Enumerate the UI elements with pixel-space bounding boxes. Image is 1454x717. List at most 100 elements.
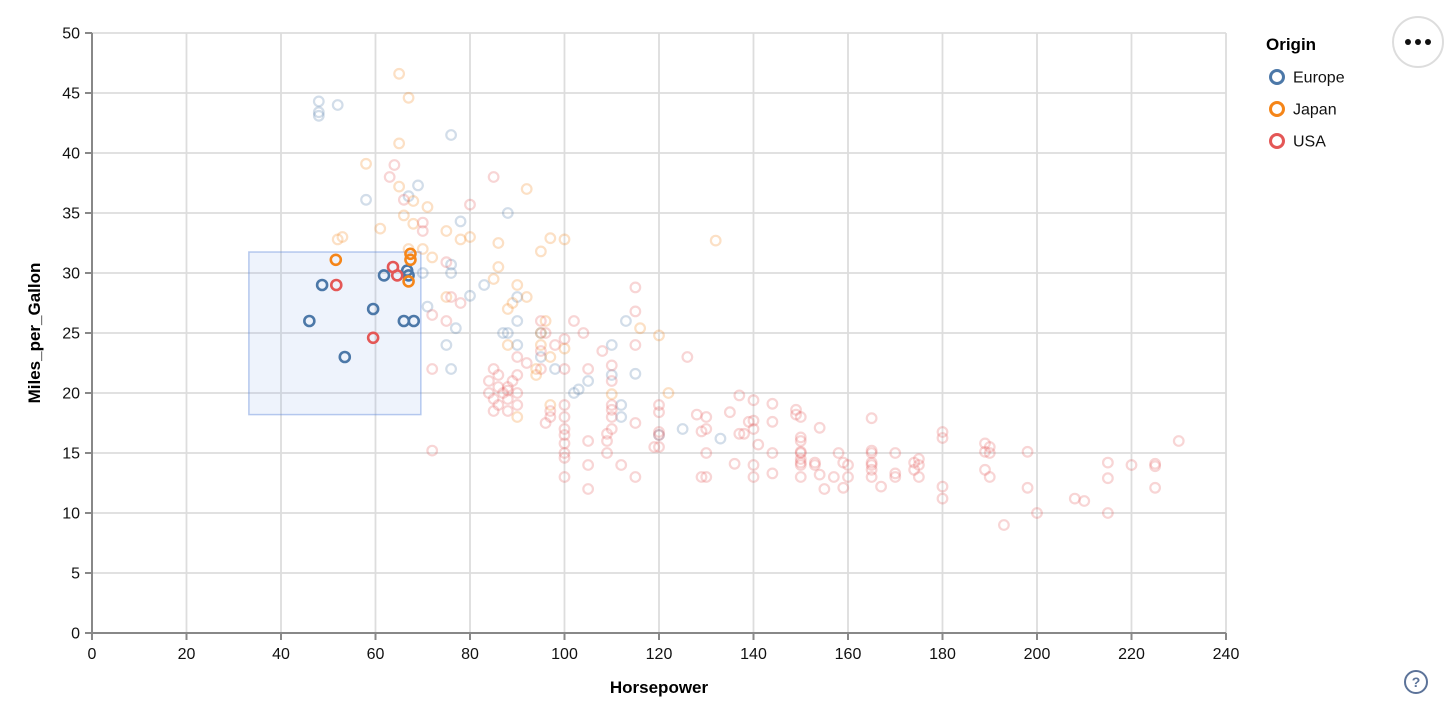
data-point-europe <box>331 99 344 111</box>
data-point-usa <box>1068 492 1081 505</box>
data-point-europe <box>501 207 514 219</box>
data-point-usa <box>747 394 760 407</box>
legend: Origin Europe Japan USA <box>1266 35 1345 151</box>
legend-label-japan: Japan <box>1293 102 1337 119</box>
x-tick-label: 80 <box>461 646 479 663</box>
data-point-japan <box>421 201 434 213</box>
data-point-usa <box>483 375 495 387</box>
data-point-japan <box>506 297 519 309</box>
plot-area[interactable] <box>92 33 1226 633</box>
data-point-japan <box>402 275 415 288</box>
data-point-usa <box>809 459 821 471</box>
y-tick-label: 10 <box>62 506 80 523</box>
data-point-europe <box>615 411 628 423</box>
data-point-usa <box>766 415 779 428</box>
data-point-usa <box>794 431 807 444</box>
data-point-usa <box>865 471 878 483</box>
data-point-usa <box>747 471 760 483</box>
data-point-europe <box>312 95 325 108</box>
data-point-usa <box>690 408 703 421</box>
data-point-usa <box>865 456 878 469</box>
x-tick-label: 240 <box>1213 646 1240 663</box>
data-point-japan <box>530 369 543 381</box>
x-tick-label: 100 <box>551 646 578 663</box>
data-point-usa <box>605 403 618 416</box>
y-tick-label: 30 <box>62 266 80 283</box>
data-point-usa <box>1101 472 1114 485</box>
data-point-usa <box>837 456 850 469</box>
data-point-japan <box>511 411 524 423</box>
legend-symbol-japan <box>1269 101 1285 117</box>
data-point-usa <box>558 447 571 459</box>
data-point-usa <box>601 435 613 447</box>
data-point-usa <box>1125 459 1138 471</box>
x-axis-title: Horsepower <box>610 678 709 697</box>
x-tick-label: 200 <box>1024 646 1051 663</box>
data-point-usa <box>1078 495 1091 507</box>
data-point-japan <box>501 303 514 315</box>
legend-symbol-usa <box>1269 133 1285 149</box>
x-tick-label: 0 <box>88 646 97 663</box>
data-point-usa <box>329 278 343 292</box>
help-button[interactable]: ? <box>1404 670 1428 694</box>
data-point-japan <box>407 195 420 207</box>
data-point-europe <box>568 387 580 399</box>
data-point-usa <box>416 216 429 229</box>
data-point-usa <box>912 471 925 483</box>
data-point-usa <box>908 463 921 476</box>
menu-button[interactable] <box>1392 16 1444 68</box>
data-point-usa <box>497 387 509 399</box>
data-point-usa <box>440 315 453 327</box>
data-point-usa <box>700 447 713 459</box>
data-point-usa <box>454 297 467 309</box>
data-point-europe <box>445 363 458 375</box>
data-point-usa <box>813 468 826 481</box>
data-point-europe <box>445 258 458 271</box>
ellipsis-icon <box>1425 39 1431 45</box>
data-point-usa <box>487 171 500 183</box>
data-point-japan <box>404 247 417 261</box>
data-point-usa <box>397 193 410 206</box>
data-point-usa <box>558 437 571 450</box>
data-point-usa <box>1149 457 1162 470</box>
data-point-usa <box>501 384 514 397</box>
x-tick-label: 120 <box>646 646 673 663</box>
y-tick-label: 35 <box>62 206 80 223</box>
data-point-usa <box>889 467 902 480</box>
data-point-usa <box>629 471 642 483</box>
data-point-europe <box>714 432 727 445</box>
data-point-japan <box>402 91 415 104</box>
data-point-europe <box>478 279 491 291</box>
data-point-usa <box>794 411 807 423</box>
legend-symbol-europe <box>1269 69 1285 85</box>
data-point-usa <box>766 447 779 459</box>
data-point-usa <box>936 426 949 438</box>
data-point-usa <box>511 387 524 399</box>
x-tick-label: 180 <box>929 646 956 663</box>
data-point-japan <box>605 388 618 401</box>
data-point-usa <box>601 427 613 440</box>
data-point-usa <box>582 435 595 447</box>
data-point-japan <box>329 253 343 267</box>
data-point-usa <box>511 399 524 411</box>
data-point-usa <box>487 363 500 375</box>
data-point-usa <box>794 456 807 469</box>
data-point-usa <box>1021 445 1034 458</box>
data-point-usa <box>483 387 495 399</box>
data-point-usa <box>936 432 949 444</box>
data-point-usa <box>912 459 925 471</box>
data-point-usa <box>794 445 807 458</box>
data-point-usa <box>390 269 404 282</box>
data-point-usa <box>1149 460 1162 473</box>
data-point-usa <box>426 363 439 375</box>
data-point-usa <box>865 447 878 459</box>
data-point-japan <box>404 253 417 267</box>
data-point-usa <box>742 415 755 428</box>
data-point-europe <box>312 109 325 122</box>
data-point-usa <box>487 405 500 417</box>
data-point-europe <box>511 315 524 327</box>
data-point-europe <box>605 339 618 351</box>
data-point-usa <box>1021 481 1034 494</box>
data-point-usa <box>544 405 557 417</box>
data-point-japan <box>331 233 344 246</box>
